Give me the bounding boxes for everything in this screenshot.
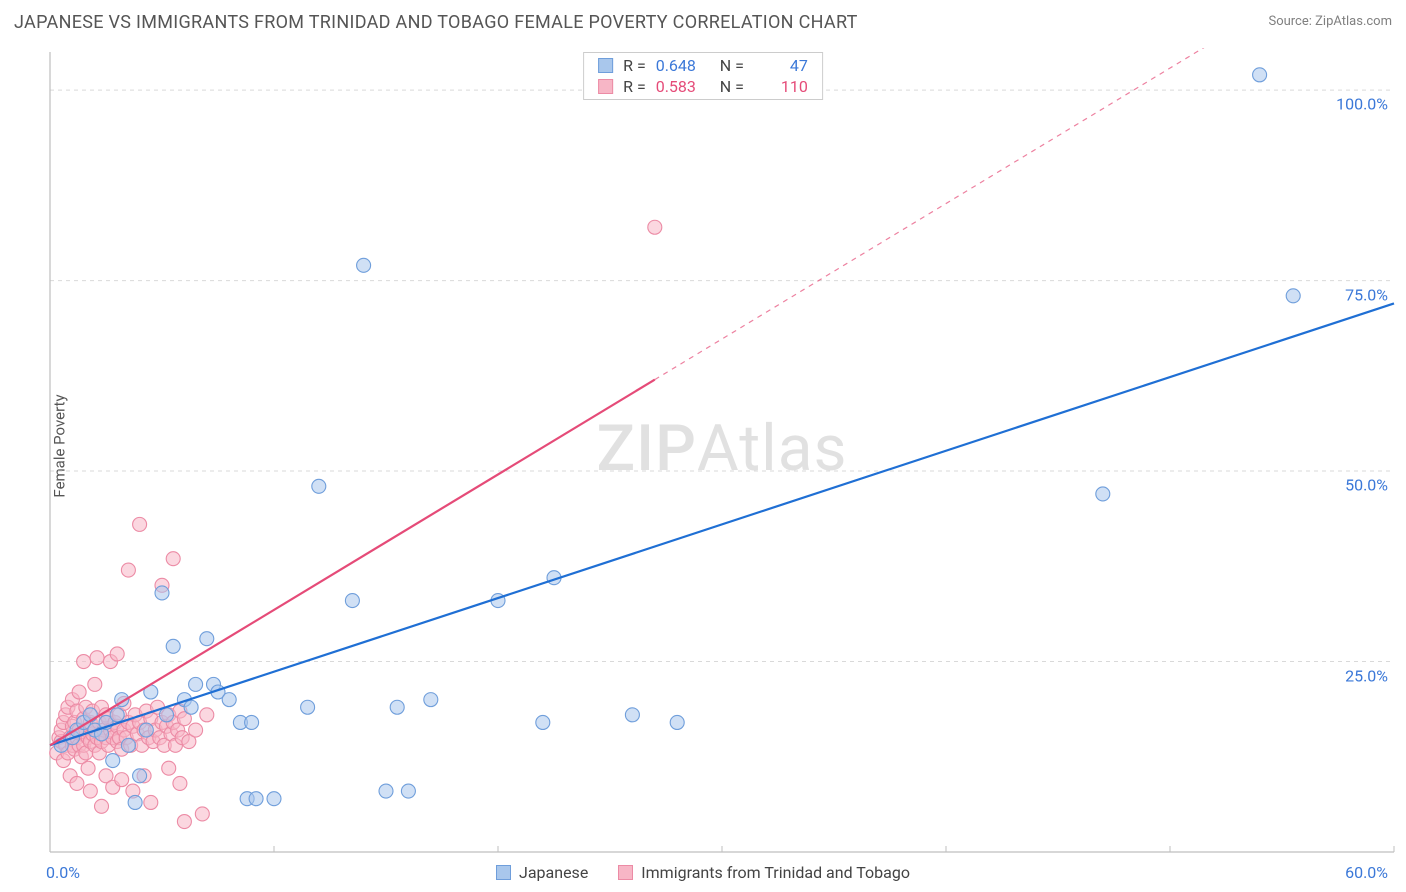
legend-swatch-series2 <box>618 865 633 880</box>
stats-row-series1: R = 0.648 N = 47 <box>584 55 822 76</box>
legend-swatch-series1 <box>598 58 613 73</box>
r-value-series1: 0.648 <box>656 56 710 75</box>
x-axis-max-label: 60.0% <box>1345 863 1388 882</box>
chart-title: JAPANESE VS IMMIGRANTS FROM TRINIDAD AND… <box>14 12 858 33</box>
legend-swatch-series1 <box>496 865 511 880</box>
n-value-series1: 47 <box>754 56 808 75</box>
legend-item-series1: Japanese <box>496 863 588 882</box>
category-legend: Japanese Immigrants from Trinidad and To… <box>0 863 1406 882</box>
legend-swatch-series2 <box>598 79 613 94</box>
r-label: R = <box>623 77 646 96</box>
y-tick-label: 100.0% <box>1336 95 1388 114</box>
r-value-series2: 0.583 <box>656 77 710 96</box>
stats-row-series2: R = 0.583 N = 110 <box>584 76 822 97</box>
legend-item-series2: Immigrants from Trinidad and Tobago <box>618 863 910 882</box>
n-label: N = <box>720 56 744 75</box>
plot-area: ZIPAtlas <box>46 48 1398 856</box>
y-tick-label: 50.0% <box>1345 476 1388 495</box>
scatter-chart <box>46 48 1398 856</box>
stats-legend: R = 0.648 N = 47 R = 0.583 N = 110 <box>583 52 823 100</box>
n-value-series2: 110 <box>754 77 808 96</box>
n-label: N = <box>720 77 744 96</box>
legend-label-series2: Immigrants from Trinidad and Tobago <box>641 863 910 882</box>
x-axis-min-label: 0.0% <box>46 863 80 882</box>
y-tick-label: 25.0% <box>1345 666 1388 685</box>
r-label: R = <box>623 56 646 75</box>
legend-label-series1: Japanese <box>519 863 588 882</box>
y-tick-label: 75.0% <box>1345 285 1388 304</box>
source-attribution: Source: ZipAtlas.com <box>1268 14 1392 29</box>
